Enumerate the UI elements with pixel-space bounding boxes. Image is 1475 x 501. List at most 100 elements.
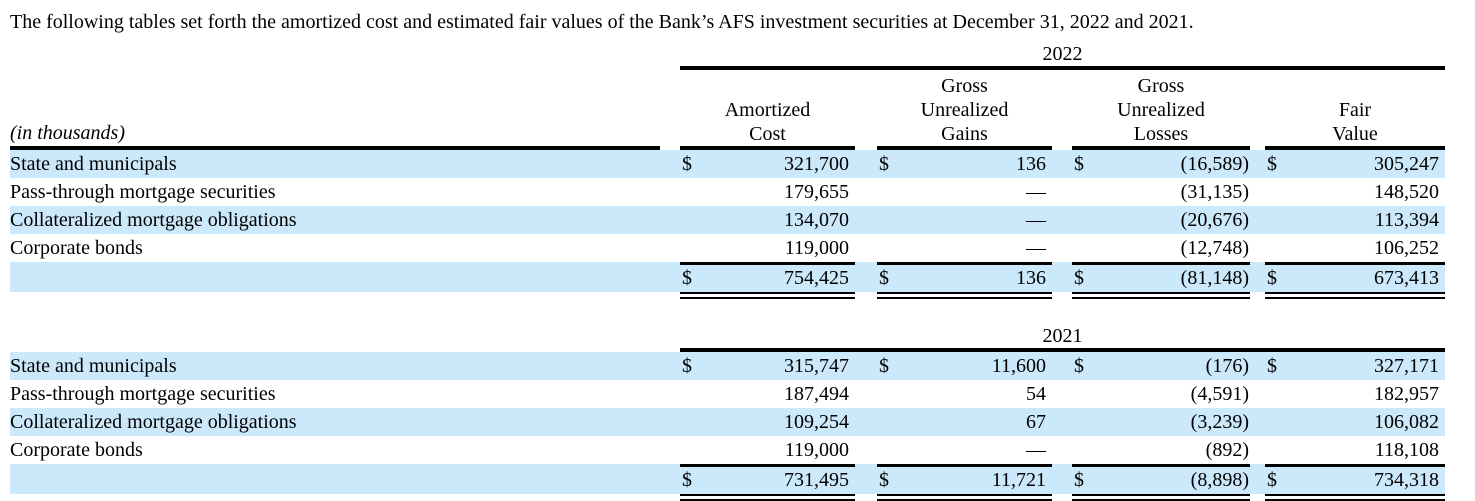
amount-cell: (4,591)	[1072, 380, 1250, 408]
amount-cell: $ (176)	[1072, 352, 1250, 380]
amount-value: (16,589)	[1180, 153, 1249, 175]
amount-cell: 106,252	[1265, 234, 1445, 262]
double-rule	[877, 292, 1052, 299]
amount-cell: $315,747	[680, 352, 855, 380]
amount-value: 109,254	[784, 411, 849, 433]
amount-cell: 119,000	[680, 234, 855, 262]
double-rule	[680, 494, 855, 501]
spacer	[10, 494, 660, 501]
amount-value: 136	[1016, 267, 1046, 289]
amount-value: 148,520	[1374, 181, 1439, 203]
amount-cell: $136	[877, 262, 1052, 292]
amount-cell: $321,700	[680, 150, 855, 178]
amount-cell: (20,676)	[1072, 206, 1250, 234]
amount-value: 321,700	[784, 153, 849, 175]
dollar-sign: $	[1074, 355, 1084, 377]
dollar-sign: $	[879, 267, 889, 289]
spacer	[10, 292, 660, 300]
intro-text: The following tables set forth the amort…	[10, 11, 1194, 33]
amount-cell: (31,135)	[1072, 178, 1250, 206]
row-label: Collateralized mortgage obligations	[10, 209, 297, 231]
dollar-sign: $	[682, 469, 692, 491]
row-label: Corporate bonds	[10, 237, 143, 259]
amount-value: 754,425	[784, 267, 849, 289]
amount-cell: (12,748)	[1072, 234, 1250, 262]
double-rule	[877, 494, 1052, 501]
amount-cell: —	[877, 178, 1052, 206]
amount-cell: $11,721	[877, 464, 1052, 494]
table-row: Collateralized mortgage obligations 134,…	[10, 206, 1445, 234]
double-rule	[1265, 292, 1445, 299]
amount-value: 179,655	[784, 181, 849, 203]
row-label: Pass-through mortgage securities	[10, 383, 276, 405]
row-label: State and municipals	[10, 355, 177, 377]
double-rule	[1265, 494, 1445, 501]
double-rule-row	[10, 292, 1445, 300]
amount-value: 119,000	[784, 237, 849, 259]
row-label: Collateralized mortgage obligations	[10, 411, 297, 433]
amount-value: (12,748)	[1180, 237, 1249, 259]
amount-cell: 148,520	[1265, 178, 1445, 206]
table-row: Corporate bonds 119,000 — (892) 118,108	[10, 436, 1445, 464]
dollar-sign: $	[879, 355, 889, 377]
amount-value: 136	[1016, 153, 1046, 175]
table-row: State and municipals $315,747 $11,600 $ (…	[10, 352, 1445, 380]
table-row: Corporate bonds 119,000 — (12,748) 106,2…	[10, 234, 1445, 262]
amount-value: 305,247	[1374, 153, 1439, 175]
amount-cell: 109,254	[680, 408, 855, 436]
dollar-sign: $	[1267, 469, 1277, 491]
amount-value: 106,252	[1374, 237, 1439, 259]
amount-cell: $ (8,898)	[1072, 464, 1250, 494]
amount-value: 673,413	[1374, 267, 1439, 289]
amount-value: 134,070	[784, 209, 849, 231]
amount-value: 54	[1026, 383, 1046, 405]
double-rule	[680, 292, 855, 299]
amount-cell: $673,413	[1265, 262, 1445, 292]
amount-value: (31,135)	[1180, 181, 1249, 203]
amount-cell: (3,239)	[1072, 408, 1250, 436]
year-heading: 2021	[680, 326, 1445, 352]
amount-value: —	[1026, 439, 1046, 461]
amount-value: —	[1026, 237, 1046, 259]
column-header-amortized-cost: Amortized Cost	[680, 70, 855, 150]
amount-cell: $305,247	[1265, 150, 1445, 178]
amount-cell: 119,000	[680, 436, 855, 464]
row-label: State and municipals	[10, 153, 177, 175]
amount-value: (176)	[1205, 355, 1249, 377]
dollar-sign: $	[879, 153, 889, 175]
amount-value: 67	[1026, 411, 1046, 433]
dollar-sign: $	[1267, 355, 1277, 377]
amount-cell: $11,600	[877, 352, 1052, 380]
amount-cell: 118,108	[1265, 436, 1445, 464]
dollar-sign: $	[1267, 153, 1277, 175]
amount-cell: 187,494	[680, 380, 855, 408]
year-heading: 2022	[680, 44, 1445, 70]
amount-value: 315,747	[784, 355, 849, 377]
table-row: State and municipals $321,700 $136 $ (16,…	[10, 150, 1445, 178]
amount-value: (4,591)	[1190, 383, 1249, 405]
amount-cell: $754,425	[680, 262, 855, 292]
row-label: Pass-through mortgage securities	[10, 181, 276, 203]
total-row: $731,495 $11,721 $ (8,898) $734,318	[10, 464, 1445, 494]
amount-cell: 134,070	[680, 206, 855, 234]
amount-value: 182,957	[1374, 383, 1439, 405]
amount-cell: 67	[877, 408, 1052, 436]
amount-cell: —	[877, 206, 1052, 234]
amount-cell: 54	[877, 380, 1052, 408]
dollar-sign: $	[682, 153, 692, 175]
amount-value: 734,318	[1374, 469, 1439, 491]
amount-value: 113,394	[1374, 209, 1439, 231]
amount-cell: (892)	[1072, 436, 1250, 464]
amount-cell: $734,318	[1265, 464, 1445, 494]
amount-cell: $ (81,148)	[1072, 262, 1250, 292]
double-rule-row	[10, 494, 1445, 501]
dollar-sign: $	[1267, 267, 1277, 289]
column-header-gross-unrealized-gains: Gross Unrealized Gains	[877, 70, 1052, 150]
year-heading-row: 2021	[10, 326, 1445, 352]
amount-value: 327,171	[1374, 355, 1439, 377]
dollar-sign: $	[1074, 267, 1084, 289]
amount-value: 119,000	[784, 439, 849, 461]
amount-value: —	[1026, 181, 1046, 203]
column-header-gross-unrealized-losses: Gross Unrealized Losses	[1072, 70, 1250, 150]
amount-value: 118,108	[1374, 439, 1439, 461]
